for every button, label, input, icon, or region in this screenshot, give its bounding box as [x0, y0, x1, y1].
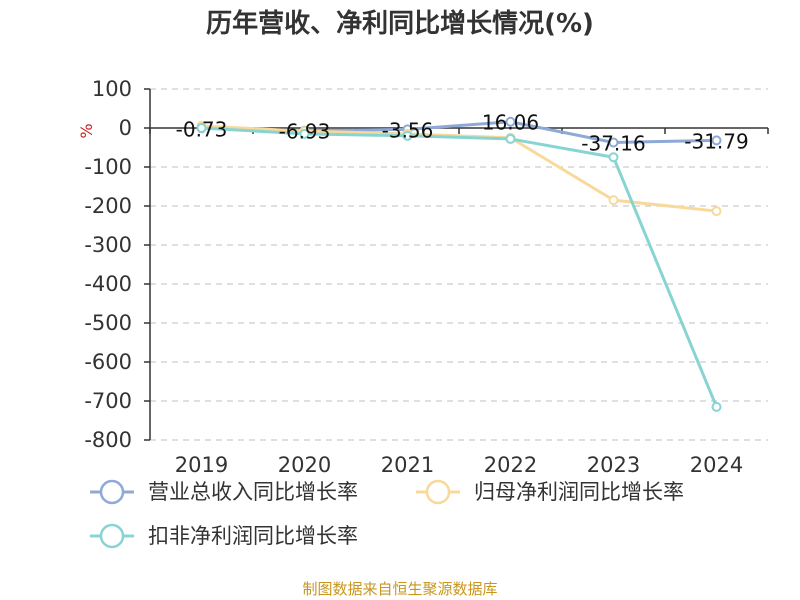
data-label: -3.56	[382, 118, 434, 142]
x-tick-label: 2020	[278, 453, 331, 477]
series-3-point	[608, 152, 619, 163]
series-3-point	[711, 401, 722, 412]
series-lines	[196, 116, 722, 412]
y-tick-label: -700	[84, 389, 132, 413]
series-1-point	[711, 135, 722, 146]
data-label: -31.79	[684, 129, 748, 153]
legend-item: 营业总收入同比增长率	[90, 479, 358, 505]
source-note: 制图数据来自恒生聚源数据库	[302, 580, 497, 598]
legend-marker	[99, 523, 125, 549]
data-label: -0.73	[176, 117, 228, 141]
x-tick-label: 2021	[381, 453, 434, 477]
legend-marker	[425, 479, 451, 505]
x-tick-label: 2019	[175, 453, 228, 477]
y-tick-label: -800	[84, 428, 132, 452]
y-tick-label: 100	[92, 77, 132, 101]
data-label: -37.16	[581, 131, 645, 155]
y-tick-label: -100	[84, 155, 132, 179]
y-tick-label: -300	[84, 233, 132, 257]
legend-label: 营业总收入同比增长率	[148, 480, 358, 504]
y-tick-label: -400	[84, 272, 132, 296]
legend-label: 归母净利润同比增长率	[474, 480, 684, 504]
axes: 100 0 -100 -200 -300 -400 -500 -600 -700 -800 2019…	[84, 77, 769, 477]
y-tick-label: -500	[84, 311, 132, 335]
x-tick-label: 2024	[690, 453, 743, 477]
series-3-point	[505, 133, 516, 144]
series-1-point	[608, 137, 619, 148]
data-labels: -0.73 -6.93 -3.56 16.06 -37.16 -31.79	[176, 111, 749, 156]
legend-label: 扣非净利润同比增长率	[148, 524, 358, 548]
y-tick-label: -200	[84, 194, 132, 218]
series-line-3	[201, 126, 718, 408]
series-3-point	[402, 130, 413, 141]
chart-title: 历年营收、净利同比增长情况(%)	[206, 8, 594, 39]
data-label: 16.06	[482, 111, 539, 135]
series-3-point	[196, 123, 207, 133]
y-tick-label: -600	[84, 350, 132, 374]
x-tick-label: 2022	[484, 453, 537, 477]
legend-item: 归母净利润同比增长率	[416, 479, 684, 505]
data-label: -6.93	[279, 120, 331, 144]
series-3-point	[299, 128, 310, 139]
x-tick-label: 2023	[587, 453, 640, 477]
grid-lines	[150, 88, 768, 441]
series-2-point	[608, 195, 619, 206]
series-2-point	[711, 206, 722, 217]
legend-item: 扣非净利润同比增长率	[90, 523, 358, 549]
y-axis-unit: %	[77, 123, 96, 138]
y-tick-label: 0	[119, 116, 132, 140]
legend-marker	[99, 479, 125, 505]
series-1-point	[505, 116, 516, 127]
